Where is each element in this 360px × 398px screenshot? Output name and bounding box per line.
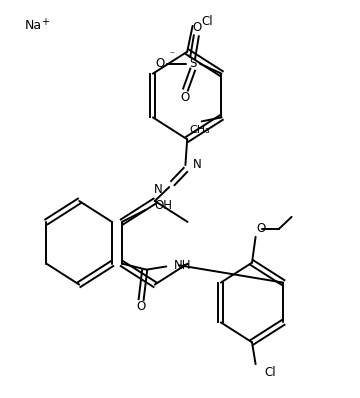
Text: Na: Na: [25, 20, 42, 32]
Text: S: S: [189, 57, 197, 70]
Text: O: O: [181, 91, 190, 104]
Text: O: O: [192, 21, 202, 34]
Text: O: O: [156, 57, 165, 70]
Text: Cl: Cl: [265, 366, 276, 378]
Text: OH: OH: [154, 199, 172, 213]
Text: NH: NH: [174, 259, 191, 272]
Text: Cl: Cl: [202, 15, 213, 27]
Text: +: +: [41, 17, 49, 27]
Text: N: N: [193, 158, 202, 171]
Text: N: N: [154, 183, 163, 195]
Text: O: O: [256, 222, 266, 235]
Text: CH₃: CH₃: [189, 125, 210, 135]
Text: O: O: [136, 300, 146, 313]
Text: ⁻: ⁻: [169, 50, 174, 60]
